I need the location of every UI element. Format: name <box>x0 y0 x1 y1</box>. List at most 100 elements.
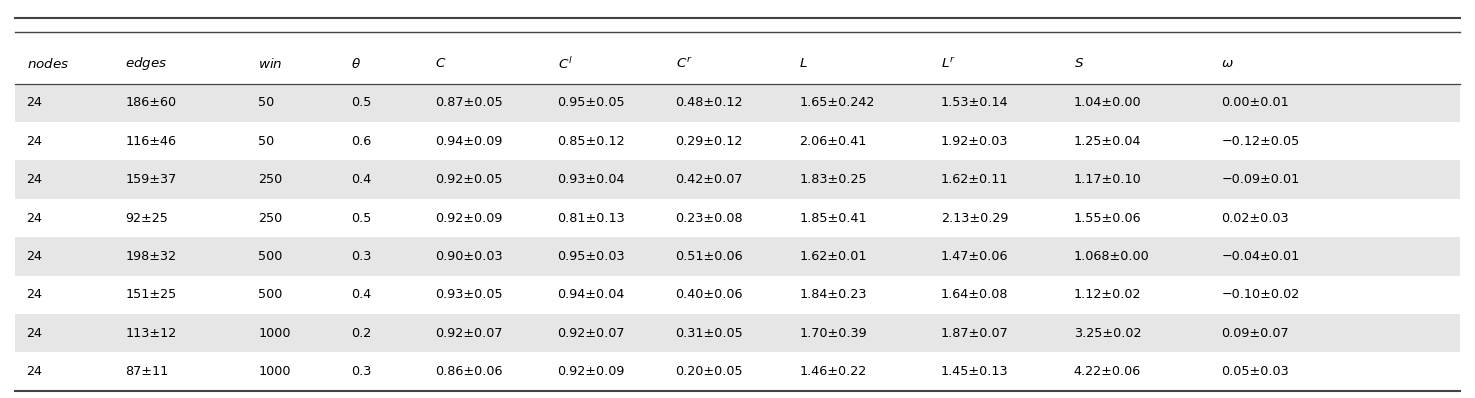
Text: 0.20±0.05: 0.20±0.05 <box>676 365 743 378</box>
Text: $\mathit{C}^{\mathit{l}}$: $\mathit{C}^{\mathit{l}}$ <box>558 56 572 72</box>
Text: 159±37: 159±37 <box>125 173 177 186</box>
Text: 0.95±0.03: 0.95±0.03 <box>558 250 625 263</box>
Text: 0.51±0.06: 0.51±0.06 <box>676 250 743 263</box>
Text: 0.00±0.01: 0.00±0.01 <box>1221 96 1289 109</box>
Text: 0.92±0.05: 0.92±0.05 <box>435 173 503 186</box>
Text: 1000: 1000 <box>258 365 291 378</box>
Text: 0.92±0.07: 0.92±0.07 <box>435 327 503 340</box>
Text: 0.40±0.06: 0.40±0.06 <box>676 288 743 301</box>
Text: $\mathit{\omega}$: $\mathit{\omega}$ <box>1221 57 1235 70</box>
Text: 1.25±0.04: 1.25±0.04 <box>1074 135 1142 148</box>
Text: 1.04±0.00: 1.04±0.00 <box>1074 96 1142 109</box>
Text: 0.94±0.04: 0.94±0.04 <box>558 288 625 301</box>
Text: 1.17±0.10: 1.17±0.10 <box>1074 173 1142 186</box>
Text: 116±46: 116±46 <box>125 135 177 148</box>
Text: 1.62±0.01: 1.62±0.01 <box>799 250 867 263</box>
Text: 0.5: 0.5 <box>351 211 372 224</box>
Text: 24: 24 <box>27 211 43 224</box>
Text: 0.86±0.06: 0.86±0.06 <box>435 365 503 378</box>
Text: 24: 24 <box>27 135 43 148</box>
Text: 0.2: 0.2 <box>351 327 372 340</box>
Text: 0.3: 0.3 <box>351 365 372 378</box>
Text: $\mathit{nodes}$: $\mathit{nodes}$ <box>27 57 69 71</box>
Text: $\mathit{L}^{\mathit{r}}$: $\mathit{L}^{\mathit{r}}$ <box>941 57 956 71</box>
Text: $\mathit{win}$: $\mathit{win}$ <box>258 57 283 71</box>
Text: 0.87±0.05: 0.87±0.05 <box>435 96 503 109</box>
Text: 1.46±0.22: 1.46±0.22 <box>799 365 867 378</box>
Text: 113±12: 113±12 <box>125 327 177 340</box>
Text: 1.83±0.25: 1.83±0.25 <box>799 173 867 186</box>
Text: 1.84±0.23: 1.84±0.23 <box>799 288 867 301</box>
Text: 0.90±0.03: 0.90±0.03 <box>435 250 503 263</box>
Text: 0.93±0.05: 0.93±0.05 <box>435 288 503 301</box>
Text: 1.12±0.02: 1.12±0.02 <box>1074 288 1142 301</box>
Text: 1.068±0.00: 1.068±0.00 <box>1074 250 1149 263</box>
Text: 0.94±0.09: 0.94±0.09 <box>435 135 503 148</box>
Text: 50: 50 <box>258 135 274 148</box>
Text: 250: 250 <box>258 173 282 186</box>
FancyBboxPatch shape <box>15 314 1460 353</box>
Text: 0.4: 0.4 <box>351 173 372 186</box>
Text: 1.45±0.13: 1.45±0.13 <box>941 365 1009 378</box>
Text: 0.02±0.03: 0.02±0.03 <box>1221 211 1289 224</box>
Text: 24: 24 <box>27 96 43 109</box>
Text: 0.4: 0.4 <box>351 288 372 301</box>
Text: 500: 500 <box>258 250 283 263</box>
Text: 1.87±0.07: 1.87±0.07 <box>941 327 1009 340</box>
Text: 2.06±0.41: 2.06±0.41 <box>799 135 867 148</box>
Text: −0.12±0.05: −0.12±0.05 <box>1221 135 1299 148</box>
Text: 0.09±0.07: 0.09±0.07 <box>1221 327 1289 340</box>
Text: 0.93±0.04: 0.93±0.04 <box>558 173 625 186</box>
Text: 24: 24 <box>27 327 43 340</box>
Text: 1.70±0.39: 1.70±0.39 <box>799 327 867 340</box>
Text: 92±25: 92±25 <box>125 211 168 224</box>
FancyBboxPatch shape <box>15 237 1460 275</box>
Text: 1.55±0.06: 1.55±0.06 <box>1074 211 1142 224</box>
Text: 1.64±0.08: 1.64±0.08 <box>941 288 1009 301</box>
Text: 24: 24 <box>27 288 43 301</box>
Text: $\mathit{C}$: $\mathit{C}$ <box>435 57 447 70</box>
Text: 1000: 1000 <box>258 327 291 340</box>
FancyBboxPatch shape <box>15 160 1460 199</box>
Text: −0.09±0.01: −0.09±0.01 <box>1221 173 1299 186</box>
Text: 1.85±0.41: 1.85±0.41 <box>799 211 867 224</box>
Text: 1.92±0.03: 1.92±0.03 <box>941 135 1009 148</box>
Text: 186±60: 186±60 <box>125 96 177 109</box>
Text: $\mathit{\theta}$: $\mathit{\theta}$ <box>351 57 361 71</box>
Text: 24: 24 <box>27 365 43 378</box>
Text: 0.6: 0.6 <box>351 135 372 148</box>
Text: 0.48±0.12: 0.48±0.12 <box>676 96 743 109</box>
Text: 24: 24 <box>27 173 43 186</box>
Text: 0.5: 0.5 <box>351 96 372 109</box>
Text: 1.53±0.14: 1.53±0.14 <box>941 96 1009 109</box>
Text: −0.10±0.02: −0.10±0.02 <box>1221 288 1299 301</box>
Text: 1.65±0.242: 1.65±0.242 <box>799 96 875 109</box>
Text: 4.22±0.06: 4.22±0.06 <box>1074 365 1142 378</box>
Text: 2.13±0.29: 2.13±0.29 <box>941 211 1009 224</box>
Text: 0.3: 0.3 <box>351 250 372 263</box>
Text: $\mathit{edges}$: $\mathit{edges}$ <box>125 55 168 72</box>
Text: 0.05±0.03: 0.05±0.03 <box>1221 365 1289 378</box>
Text: 87±11: 87±11 <box>125 365 168 378</box>
Text: −0.04±0.01: −0.04±0.01 <box>1221 250 1299 263</box>
Text: $\mathit{L}$: $\mathit{L}$ <box>799 57 808 70</box>
Text: 0.92±0.09: 0.92±0.09 <box>558 365 625 378</box>
Text: 0.81±0.13: 0.81±0.13 <box>558 211 625 224</box>
Text: 0.31±0.05: 0.31±0.05 <box>676 327 743 340</box>
Text: 0.85±0.12: 0.85±0.12 <box>558 135 625 148</box>
Text: 24: 24 <box>27 250 43 263</box>
Text: 3.25±0.02: 3.25±0.02 <box>1074 327 1142 340</box>
Text: 0.23±0.08: 0.23±0.08 <box>676 211 743 224</box>
Text: 151±25: 151±25 <box>125 288 177 301</box>
Text: 198±32: 198±32 <box>125 250 177 263</box>
Text: 500: 500 <box>258 288 283 301</box>
Text: 0.29±0.12: 0.29±0.12 <box>676 135 743 148</box>
Text: $\mathit{S}$: $\mathit{S}$ <box>1074 57 1084 70</box>
Text: 50: 50 <box>258 96 274 109</box>
Text: 0.42±0.07: 0.42±0.07 <box>676 173 743 186</box>
Text: 1.62±0.11: 1.62±0.11 <box>941 173 1009 186</box>
FancyBboxPatch shape <box>15 84 1460 122</box>
Text: 0.92±0.07: 0.92±0.07 <box>558 327 625 340</box>
Text: 0.95±0.05: 0.95±0.05 <box>558 96 625 109</box>
Text: 1.47±0.06: 1.47±0.06 <box>941 250 1009 263</box>
